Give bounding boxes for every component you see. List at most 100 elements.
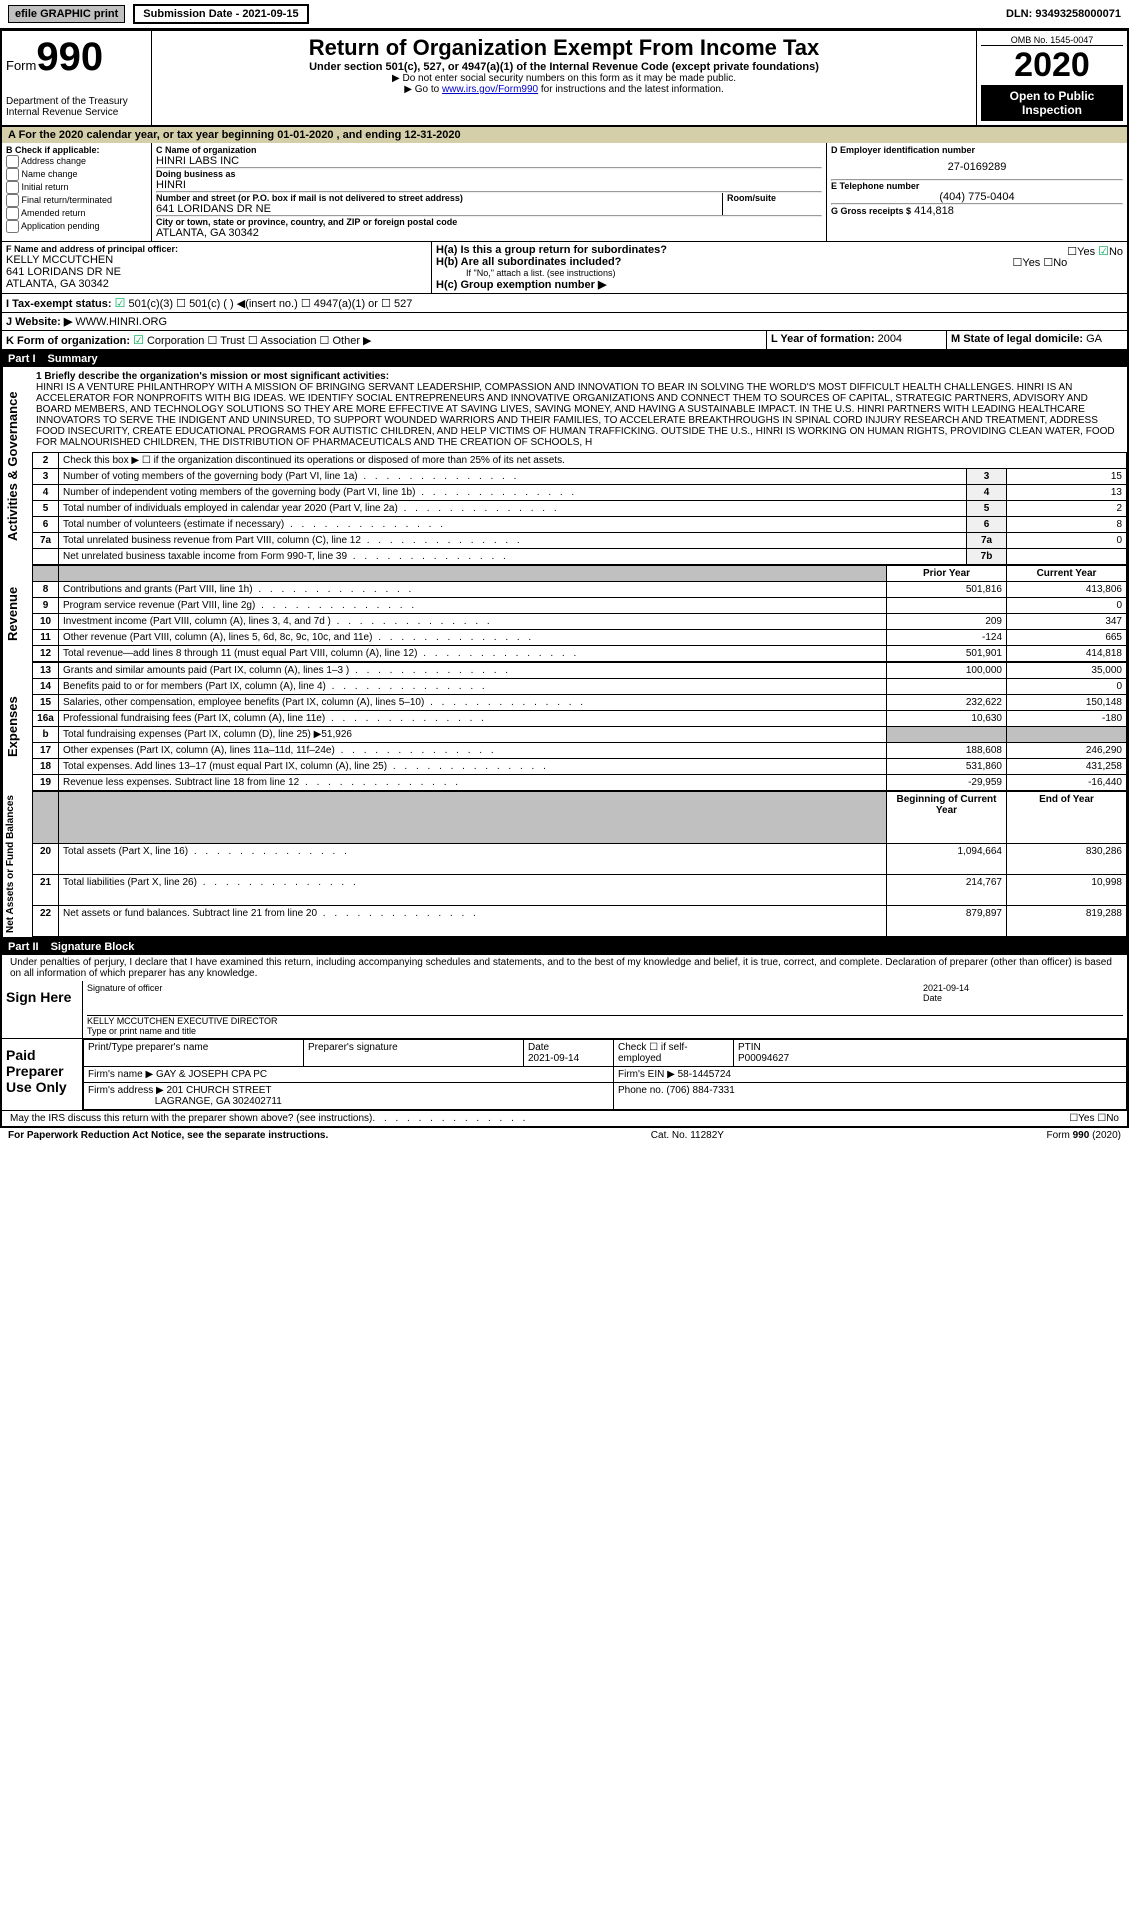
inspection-label: Open to Public Inspection [981,85,1123,121]
firm-name: GAY & JOSEPH CPA PC [156,1069,267,1080]
section-l-label: L Year of formation: [771,333,875,345]
table-row: bTotal fundraising expenses (Part IX, co… [33,727,1127,743]
section-k-label: K Form of organization: [6,335,130,347]
table-row: 14Benefits paid to or for members (Part … [33,679,1127,695]
sig-date: 2021-09-14 [923,983,1123,993]
dln: DLN: 93493258000071 [1006,8,1121,20]
table-row: 6Total number of volunteers (estimate if… [33,517,1127,533]
ein-label: D Employer identification number [831,145,1123,155]
state-domicile: GA [1086,333,1102,345]
tax-status-label: I Tax-exempt status: [6,298,112,310]
footer: For Paperwork Reduction Act Notice, see … [0,1128,1129,1143]
officer-addr1: 641 LORIDANS DR NE [6,266,427,278]
section-klm: K Form of organization: ☑ Corporation ☐ … [0,331,1129,351]
netassets-table: Beginning of Current YearEnd of Year20To… [32,791,1127,937]
table-row: 5Total number of individuals employed in… [33,501,1127,517]
footer-right: Form 990 (2020) [1047,1130,1121,1141]
table-row: 8Contributions and grants (Part VIII, li… [33,582,1127,598]
top-bar: efile GRAPHIC print Submission Date - 20… [0,0,1129,29]
activities-governance: Activities & Governance 1 Briefly descri… [0,367,1129,565]
website-url[interactable]: WWW.HINRI.ORG [75,316,167,328]
check-icon: ☑ [115,296,126,310]
expenses-section: Expenses 13Grants and similar amounts pa… [0,662,1129,791]
governance-table: 2Check this box ▶ ☐ if the organization … [32,452,1127,565]
section-b-checkbox[interactable]: Application pending [6,220,147,233]
table-row: 2Check this box ▶ ☐ if the organization … [33,453,1127,469]
street: 641 LORIDANS DR NE [156,203,722,215]
officer-print-label: Type or print name and title [87,1026,1123,1036]
section-b-checkbox[interactable]: Final return/terminated [6,194,147,207]
table-row: 3Number of voting members of the governi… [33,469,1127,485]
irs-link[interactable]: www.irs.gov/Form990 [442,84,538,95]
firm-phone: (706) 884-7331 [666,1085,734,1096]
part-i-header: Part I Summary [0,351,1129,367]
netassets-section: Net Assets or Fund Balances Beginning of… [0,791,1129,939]
form-number-block: Form990 Department of the Treasury Inter… [2,31,152,125]
prep-print-label: Print/Type preparer's name [84,1040,304,1067]
table-row: 20Total assets (Part X, line 16)1,094,66… [33,844,1127,875]
section-bcd: B Check if applicable: Address change Na… [0,143,1129,242]
city: ATLANTA, GA 30342 [156,227,822,239]
revenue-table: Prior YearCurrent Year8Contributions and… [32,565,1127,662]
table-row: 4Number of independent voting members of… [33,485,1127,501]
table-row: 15Salaries, other compensation, employee… [33,695,1127,711]
revenue-section: Revenue Prior YearCurrent Year8Contribut… [0,565,1129,662]
officer-label: F Name and address of principal officer: [6,244,427,254]
section-b: B Check if applicable: Address change Na… [2,143,152,241]
table-row: 22Net assets or fund balances. Subtract … [33,906,1127,937]
table-row: 21Total liabilities (Part X, line 26)214… [33,875,1127,906]
ein: 27-0169289 [831,155,1123,179]
section-m-label: M State of legal domicile: [951,333,1083,345]
calendar-year-row: A For the 2020 calendar year, or tax yea… [0,127,1129,143]
prep-sig-label: Preparer's signature [304,1040,524,1067]
hb-note: If "No," attach a list. (see instruction… [436,268,1123,278]
table-row: 12Total revenue—add lines 8 through 11 (… [33,646,1127,662]
table-row: 7aTotal unrelated business revenue from … [33,533,1127,549]
officer-addr2: ATLANTA, GA 30342 [6,278,427,290]
phone: (404) 775-0404 [831,191,1123,203]
form-title: Return of Organization Exempt From Incom… [156,35,972,61]
table-row: 9Program service revenue (Part VIII, lin… [33,598,1127,614]
form-number: 990 [36,35,103,79]
discuss-row: May the IRS discuss this return with the… [2,1111,1127,1126]
website-label: J Website: ▶ [6,316,72,328]
section-i: I Tax-exempt status: ☑ 501(c)(3) ☐ 501(c… [0,294,1129,313]
side-governance: Activities & Governance [2,367,32,565]
section-c: C Name of organization HINRI LABS INC Do… [152,143,827,241]
table-row: 16aProfessional fundraising fees (Part I… [33,711,1127,727]
mission-text: HINRI IS A VENTURE PHILANTHROPY WITH A M… [36,382,1115,448]
street-label: Number and street (or P.O. box if mail i… [156,193,722,203]
table-row: 13Grants and similar amounts paid (Part … [33,663,1127,679]
footer-mid: Cat. No. 11282Y [651,1130,724,1141]
dba: HINRI [156,179,822,191]
tax-year: 2020 [981,46,1123,85]
ha: H(a) Is this a group return for subordin… [436,244,1123,256]
year-block: OMB No. 1545-0047 2020 Open to Public In… [977,31,1127,125]
sig-officer-label: Signature of officer [87,983,923,1003]
form-prefix: Form [6,58,36,73]
section-b-checkbox[interactable]: Amended return [6,207,147,220]
city-label: City or town, state or province, country… [156,217,822,227]
org-name-label: C Name of organization [156,145,822,155]
section-b-label: B Check if applicable: [6,145,147,155]
submission-date: Submission Date - 2021-09-15 [133,4,308,24]
expenses-table: 13Grants and similar amounts paid (Part … [32,662,1127,791]
form-subtitle: Under section 501(c), 527, or 4947(a)(1)… [156,61,972,73]
section-b-checkbox[interactable]: Address change [6,155,147,168]
preparer-table: Print/Type preparer's name Preparer's si… [83,1039,1127,1110]
section-b-checkbox[interactable]: Name change [6,168,147,181]
preparer-label: Paid Preparer Use Only [2,1039,82,1110]
prep-check: Check ☐ if self-employed [614,1040,734,1067]
efile-badge[interactable]: efile GRAPHIC print [8,5,125,23]
section-h: H(a) Is this a group return for subordin… [432,242,1127,293]
side-expenses: Expenses [2,662,32,791]
hb: H(b) Are all subordinates included? ☐Yes… [436,256,1123,268]
note-link: ▶ Go to www.irs.gov/Form990 for instruct… [156,84,972,95]
side-netassets: Net Assets or Fund Balances [2,791,32,937]
section-b-checkbox[interactable]: Initial return [6,181,147,194]
org-name: HINRI LABS INC [156,155,822,167]
room-label: Room/suite [727,193,822,203]
mission-block: 1 Briefly describe the organization's mi… [32,367,1127,452]
department: Department of the Treasury Internal Reve… [6,96,147,118]
section-j: J Website: ▶ WWW.HINRI.ORG [0,313,1129,331]
